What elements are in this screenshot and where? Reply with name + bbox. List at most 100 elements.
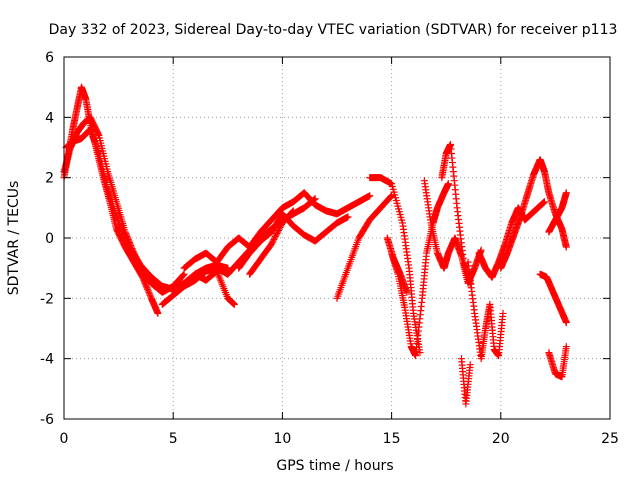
data-point-marker <box>89 134 97 142</box>
data-point-marker <box>180 270 188 278</box>
data-point-marker <box>88 131 96 139</box>
data-point-marker <box>344 213 352 221</box>
data-point-marker <box>93 144 101 152</box>
y-tick-label: 0 <box>45 231 54 247</box>
data-point-marker <box>86 125 94 133</box>
data-point-marker <box>277 222 285 230</box>
data-point-marker <box>273 229 281 237</box>
data-point-marker <box>94 148 102 156</box>
series-arc-6 <box>191 267 238 308</box>
data-point-marker <box>87 127 95 135</box>
data-point-marker <box>444 180 452 188</box>
data-point-marker <box>366 192 374 200</box>
series-arc-19 <box>536 270 570 326</box>
series-arc-8 <box>246 207 297 278</box>
data-point-marker <box>499 309 507 317</box>
x-tick-label: 20 <box>492 431 510 447</box>
y-tick-label: -4 <box>40 352 54 368</box>
data-point-marker <box>387 193 395 201</box>
grid-lines <box>64 57 610 419</box>
series-arc-13 <box>420 177 485 287</box>
data-point-marker <box>125 241 133 249</box>
data-point-marker <box>124 240 132 248</box>
data-point-marker <box>179 271 187 279</box>
x-tick-label: 25 <box>601 431 619 447</box>
data-point-marker <box>142 281 150 289</box>
series-arc-20 <box>545 343 570 381</box>
data-point-marker <box>87 129 95 137</box>
data-point-marker <box>119 229 127 237</box>
data-point-marker <box>122 234 130 242</box>
y-axis-label: SDTVAR / TECUs <box>6 181 22 296</box>
data-point-marker <box>120 231 128 239</box>
data-point-marker <box>275 225 283 233</box>
series-arc-15 <box>457 355 474 408</box>
x-tick-label: 0 <box>60 431 69 447</box>
data-point-marker <box>288 209 296 217</box>
y-tick-label: -2 <box>40 291 54 307</box>
data-point-marker <box>562 189 570 197</box>
data-point-marker <box>403 288 411 296</box>
data-point-marker <box>275 226 282 234</box>
data-point-marker <box>116 222 124 230</box>
y-tick-label: 4 <box>45 110 54 126</box>
series-arc-16 <box>464 258 507 363</box>
data-point-marker <box>269 237 277 245</box>
data-point-marker <box>122 236 130 244</box>
x-axis-label: GPS time / hours <box>276 458 393 474</box>
data-point-marker <box>562 243 570 251</box>
data-point-marker <box>146 291 154 299</box>
x-tick-label: 5 <box>169 431 178 447</box>
data-point-marker <box>92 141 100 149</box>
data-point-marker <box>145 290 153 298</box>
data-point-marker <box>141 279 149 287</box>
data-point-marker <box>94 146 102 154</box>
data-point-marker <box>143 284 151 292</box>
data-point-marker <box>388 192 396 200</box>
x-axis-ticks: 0 5 10 15 20 25 <box>60 57 619 447</box>
data-point-marker <box>271 232 279 240</box>
data-point-marker <box>91 137 99 145</box>
data-point-marker <box>466 361 474 369</box>
series-arc-18 <box>497 156 570 272</box>
data-point-marker <box>271 234 279 242</box>
data-point-marker <box>270 236 278 244</box>
data-point-marker <box>289 208 297 216</box>
data-point-marker <box>276 223 284 231</box>
data-point-marker <box>89 132 97 140</box>
data-point-marker <box>289 207 297 215</box>
y-tick-label: -6 <box>40 412 54 428</box>
y-axis-ticks: -6 -4 -2 0 2 4 6 <box>40 50 610 428</box>
data-point-marker <box>562 318 570 326</box>
data-point-marker <box>540 198 548 206</box>
data-point-marker <box>94 130 102 138</box>
data-point-marker <box>144 285 152 293</box>
data-point-marker <box>123 238 131 246</box>
series-arc-9 <box>333 192 396 302</box>
data-point-marker <box>562 343 570 351</box>
series-arc-12 <box>388 180 452 360</box>
data-point-marker <box>91 139 99 147</box>
data-point-marker <box>115 219 123 227</box>
data-point-marker <box>115 221 123 229</box>
data-point-marker <box>121 233 129 241</box>
data-point-marker <box>117 224 125 232</box>
data-point-marker <box>144 287 152 295</box>
data-point-marker <box>118 226 126 234</box>
series-arc-5 <box>180 189 374 272</box>
data-point-marker <box>230 300 238 308</box>
data-point-marker <box>179 272 187 280</box>
data-point-marker <box>268 239 276 247</box>
data-point-marker <box>154 309 162 317</box>
x-tick-label: 15 <box>383 431 401 447</box>
series-arc-7 <box>235 210 352 272</box>
data-point-marker <box>267 240 275 248</box>
y-tick-label: 6 <box>45 50 54 66</box>
chart-title: Day 332 of 2023, Sidereal Day-to-day VTE… <box>49 22 618 38</box>
data-point-marker <box>92 143 100 151</box>
y-tick-label: 2 <box>45 171 54 187</box>
data-point-marker <box>119 228 126 236</box>
data-point-marker <box>145 288 153 296</box>
data-point-marker <box>274 228 282 236</box>
